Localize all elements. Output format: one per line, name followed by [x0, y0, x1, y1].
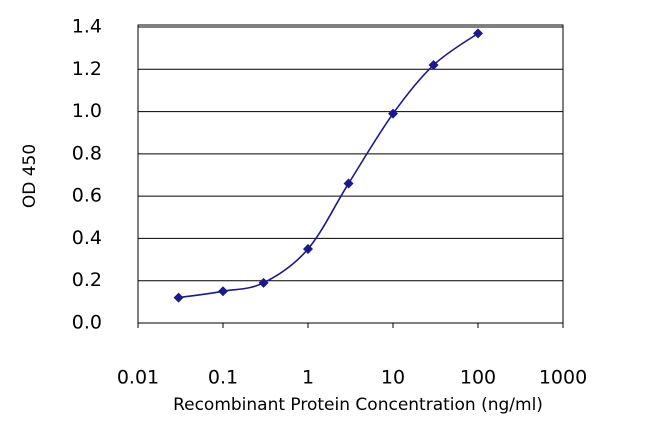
data-point [473, 28, 483, 39]
y-tick-label: 0.6 [72, 185, 102, 207]
plot-area [137, 24, 564, 324]
x-axis-title: Recombinant Protein Concentration (ng/ml… [173, 395, 543, 415]
y-tick-label: 1.2 [72, 58, 102, 80]
y-tick-label: 0.4 [72, 227, 102, 249]
data-point [343, 178, 354, 189]
x-tick-label: 0.01 [117, 367, 159, 389]
data-point [428, 60, 439, 71]
y-tick-label: 1.0 [72, 100, 102, 122]
y-tick-label: 0.0 [72, 312, 102, 334]
data-point [218, 286, 228, 297]
x-tick-label: 1000 [539, 367, 587, 389]
y-tick-label: 1.4 [72, 16, 102, 38]
data-point [388, 108, 398, 119]
y-tick-label: 0.2 [72, 269, 102, 291]
x-tick-label: 1 [302, 367, 314, 389]
data-line [178, 32, 479, 299]
data-point [173, 292, 184, 303]
x-tick-label: 10 [381, 367, 405, 389]
y-tick-label: 0.8 [72, 142, 102, 164]
data-point [258, 277, 269, 288]
data-point [303, 244, 313, 254]
x-tick-label: 100 [460, 367, 496, 389]
x-tick-label: 0.1 [208, 367, 238, 389]
y-axis-title: OD 450 [20, 144, 40, 208]
